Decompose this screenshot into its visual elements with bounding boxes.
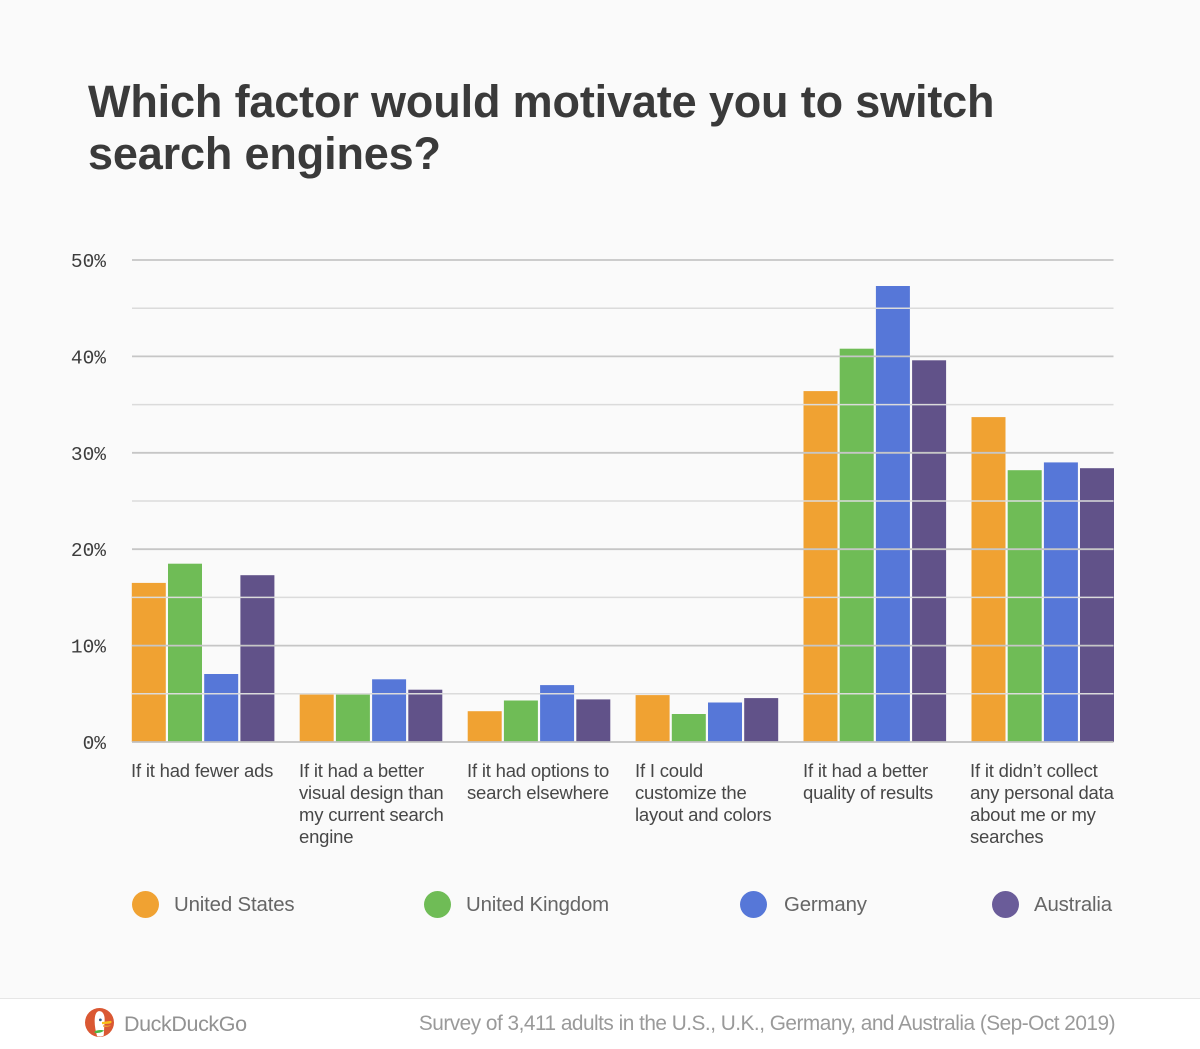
svg-text:50%: 50% [71, 251, 106, 273]
svg-text:20%: 20% [71, 540, 106, 562]
svg-text:40%: 40% [71, 347, 106, 369]
svg-text:30%: 30% [71, 444, 106, 466]
svg-text:0%: 0% [83, 733, 107, 755]
svg-text:10%: 10% [71, 637, 106, 659]
